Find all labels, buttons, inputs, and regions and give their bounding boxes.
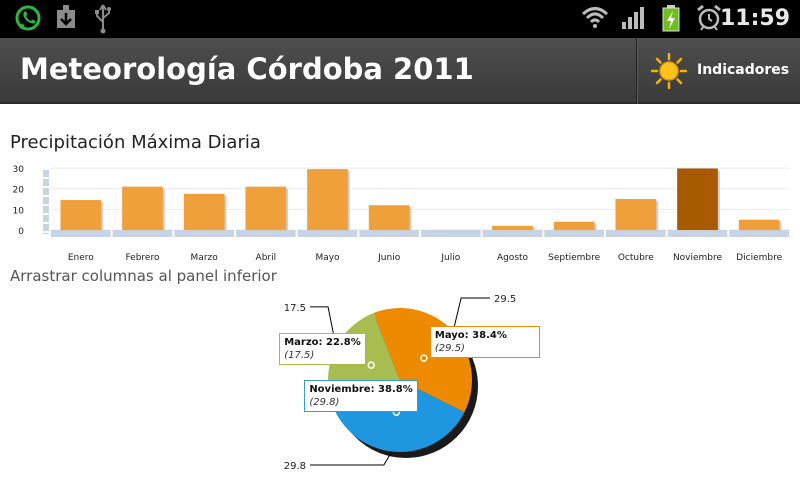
x-axis-segment [544,230,604,237]
y-tick-label: 10 [13,206,25,216]
x-tick-label: Noviembre [673,253,723,263]
bar-septiembre[interactable] [553,221,595,230]
whatsapp-icon [15,5,41,31]
wifi-icon [581,7,609,28]
status-time: 11:59 [719,6,790,31]
x-axis-segment [421,230,481,237]
bar-febrero[interactable] [122,186,163,230]
leader-line [310,451,393,466]
bar-chart: 0 10 20 30 Enero Febrero Marzo Abril Mayo Junio Ju… [13,165,790,263]
x-axis-segment [51,230,111,237]
tooltip-mayo: Mayo: 38.4% (29.5) [429,326,540,359]
bar-noviembre[interactable] [677,168,718,230]
x-tick-label: Julio [440,253,460,263]
bar-agosto[interactable] [492,225,533,230]
indicators-label: Indicadores [697,62,790,78]
bar-abril[interactable] [245,186,287,230]
tooltip-marzo: Marzo: 22.8% (17.5) [279,333,366,366]
usb-icon [95,4,111,34]
pie-value-label: 29.5 [494,294,516,305]
x-axis-segment [112,230,173,237]
x-axis-segment [482,230,543,237]
indicators-button[interactable]: Indicadores [636,38,800,104]
bar-enero[interactable] [60,200,102,230]
alarm-icon [697,4,721,31]
bar-mayo[interactable] [307,169,348,230]
pie-value-label: 29.8 [284,461,306,472]
y-tick-label: 20 [13,186,25,196]
bar-marzo[interactable] [183,193,225,230]
action-bar: Meteorología Córdoba 2011 Indicadores [0,38,800,104]
slice-marker [367,361,375,369]
x-axis-segment [236,230,296,237]
x-tick-label: Marzo [191,253,219,263]
x-axis-segment [297,230,358,237]
sun-icon [651,53,687,89]
x-axis-segment [606,230,666,237]
bar-junio[interactable] [368,205,410,230]
download-icon [57,5,75,28]
x-tick-label: Enero [68,253,94,263]
leader-line [452,297,490,332]
pie-value-label: 17.5 [284,303,306,314]
x-tick-label: Abril [256,253,277,263]
x-tick-label: Diciembre [736,253,782,263]
x-tick-label: Febrero [126,253,160,263]
x-tick-label: Junio [377,253,401,263]
y-tick-label: 0 [18,227,24,237]
x-axis-segment [729,230,789,237]
bar-diciembre[interactable] [738,219,780,230]
slice-marker [420,354,428,362]
x-axis-segment [174,230,234,237]
x-tick-label: Septiembre [548,253,601,263]
battery-charging-icon [662,5,680,32]
tooltip-noviembre: Noviembre: 38.8% (29.8) [304,380,418,413]
chart-title: Precipitación Máxima Diaria [10,132,261,153]
bar-octubre[interactable] [615,199,657,230]
y-tick-label: 30 [13,165,25,175]
app-title: Meteorología Córdoba 2011 [20,52,474,86]
x-axis-segment [667,230,728,237]
status-bar: 11:59 [0,0,800,38]
x-tick-label: Octubre [618,253,654,263]
drag-hint: Arrastrar columnas al panel inferior [10,267,277,285]
x-axis-segment [359,230,419,237]
x-tick-label: Agosto [497,253,529,263]
signal-icon [622,7,644,29]
x-tick-label: Mayo [315,253,340,263]
